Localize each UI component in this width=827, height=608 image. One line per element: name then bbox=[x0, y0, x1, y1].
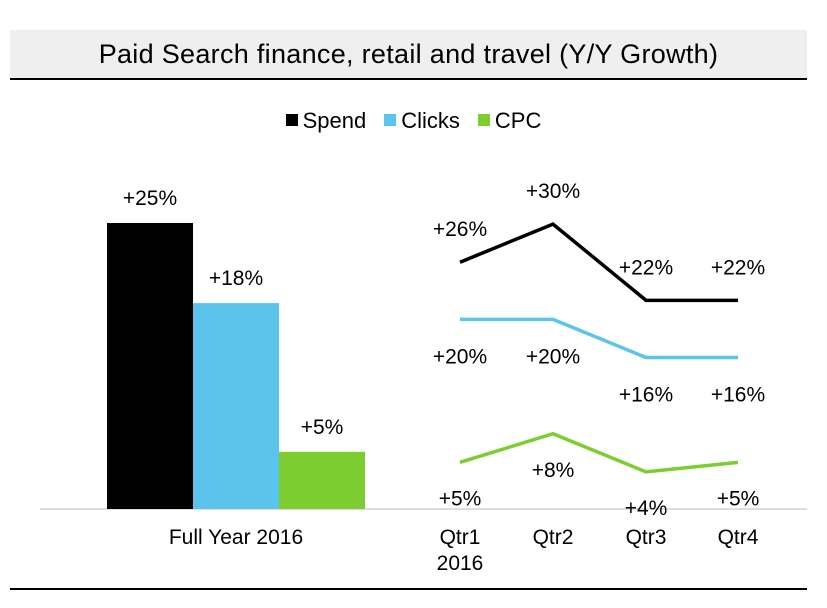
legend-swatch-clicks bbox=[384, 114, 397, 126]
title-bar: Paid Search finance, retail and travel (… bbox=[10, 30, 807, 80]
x-tick-full-year: Full Year 2016 bbox=[169, 526, 303, 549]
bar-label-cpc: +5% bbox=[301, 416, 344, 439]
x-tick-q4: Qtr4 bbox=[718, 526, 759, 549]
line-label-clicks-q4: +16% bbox=[711, 384, 765, 407]
bar-spend bbox=[107, 223, 193, 509]
legend-item-spend: Spend bbox=[285, 108, 367, 134]
legend-swatch-spend bbox=[285, 114, 298, 126]
line-label-spend-q2: +30% bbox=[526, 180, 580, 203]
legend-label-clicks: Clicks bbox=[401, 108, 460, 133]
line-label-spend-q1: +26% bbox=[433, 218, 487, 241]
line-label-spend-q4: +22% bbox=[711, 256, 765, 279]
line-label-cpc-q4: +5% bbox=[717, 487, 760, 510]
legend-label-cpc: CPC bbox=[494, 108, 542, 133]
line-spend bbox=[459, 222, 738, 303]
bottom-rule bbox=[10, 588, 807, 590]
line-cpc bbox=[459, 431, 739, 474]
x-tick-q2: Qtr2 bbox=[533, 526, 574, 549]
x-tick-q1-line2: 2016 bbox=[437, 552, 484, 575]
chart-title: Paid Search finance, retail and travel (… bbox=[98, 39, 719, 69]
line-clicks bbox=[460, 317, 738, 360]
legend-swatch-cpc bbox=[477, 114, 490, 126]
line-label-cpc-q1: +5% bbox=[439, 487, 482, 510]
legend-label-spend: Spend bbox=[302, 108, 367, 133]
line-label-cpc-q2: +8% bbox=[532, 459, 575, 482]
line-label-clicks-q3: +16% bbox=[619, 384, 673, 407]
line-label-clicks-q1: +20% bbox=[433, 345, 487, 368]
legend: Spend Clicks CPC bbox=[0, 108, 827, 134]
x-tick-q3: Qtr3 bbox=[626, 526, 667, 549]
line-label-spend-q3: +22% bbox=[619, 256, 673, 279]
x-tick-q1: Qtr1 bbox=[440, 526, 481, 549]
line-label-clicks-q2: +20% bbox=[526, 345, 580, 368]
line-label-cpc-q3: +4% bbox=[625, 497, 668, 520]
bar-label-clicks: +18% bbox=[209, 267, 263, 290]
bar-label-spend: +25% bbox=[123, 187, 177, 210]
bar-cpc bbox=[279, 451, 365, 509]
bar-clicks bbox=[193, 303, 279, 509]
legend-item-cpc: CPC bbox=[477, 108, 542, 134]
legend-item-clicks: Clicks bbox=[384, 108, 460, 134]
